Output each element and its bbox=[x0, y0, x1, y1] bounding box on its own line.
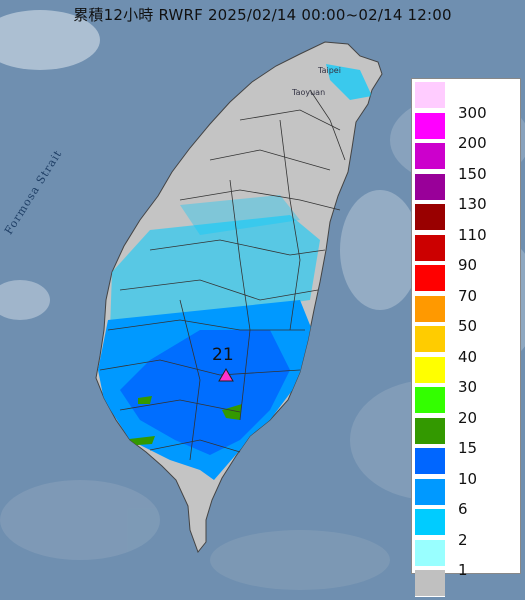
legend-swatch bbox=[415, 417, 445, 445]
legend-tick-label: 130 bbox=[458, 195, 487, 213]
legend-swatch bbox=[415, 265, 445, 292]
legend-swatch bbox=[415, 509, 445, 536]
city-label-taoyuan: Taoyuan bbox=[292, 88, 326, 97]
city-label-taipei: Taipei bbox=[318, 66, 341, 75]
legend-swatch bbox=[415, 539, 445, 567]
station-rain-value: 21 bbox=[212, 345, 234, 365]
legend-swatch bbox=[415, 326, 445, 353]
legend-tick-label: 300 bbox=[458, 103, 487, 122]
legend-tick-label: 150 bbox=[458, 164, 487, 183]
legend-swatch bbox=[415, 570, 445, 597]
legend-swatch bbox=[415, 448, 445, 475]
rainfall-shading bbox=[98, 64, 372, 480]
legend-swatch bbox=[415, 387, 445, 414]
legend-tick-label: 2 bbox=[458, 530, 468, 549]
legend-tick-label: 200 bbox=[458, 134, 487, 152]
legend-color-bar bbox=[415, 82, 445, 597]
legend-swatch bbox=[415, 82, 445, 109]
legend-swatch bbox=[415, 173, 445, 201]
map-title: 累積12小時 RWRF 2025/02/14 00:00~02/14 12:00 bbox=[73, 6, 452, 24]
legend-swatch bbox=[415, 356, 445, 384]
legend-tick-label: 10 bbox=[458, 469, 478, 488]
legend-tick-label: 6 bbox=[458, 500, 468, 518]
legend-tick-label: 50 bbox=[458, 317, 478, 335]
legend-tick-label: 20 bbox=[458, 408, 478, 427]
legend-tick-label: 90 bbox=[458, 256, 478, 274]
legend-tick-label: 110 bbox=[458, 225, 487, 244]
legend-swatch bbox=[415, 204, 445, 231]
legend-swatch bbox=[415, 143, 445, 170]
legend-tick-label: 1 bbox=[458, 561, 468, 579]
legend-swatch bbox=[415, 295, 445, 323]
legend-tick-label: 40 bbox=[458, 347, 478, 366]
legend-tick-label: 70 bbox=[458, 286, 478, 305]
legend-swatch bbox=[415, 478, 445, 506]
station-triangle-marker[interactable] bbox=[218, 368, 234, 382]
rainfall-legend: 300 200 150 130 110 90 70 50 40 30 20 15 10 6 2 1 bbox=[411, 78, 521, 597]
legend-swatch bbox=[415, 234, 445, 262]
legend-swatch bbox=[415, 112, 445, 140]
boundary-lines bbox=[99, 89, 346, 461]
legend-tick-label: 30 bbox=[458, 378, 478, 396]
legend-tick-label: 15 bbox=[458, 439, 478, 457]
